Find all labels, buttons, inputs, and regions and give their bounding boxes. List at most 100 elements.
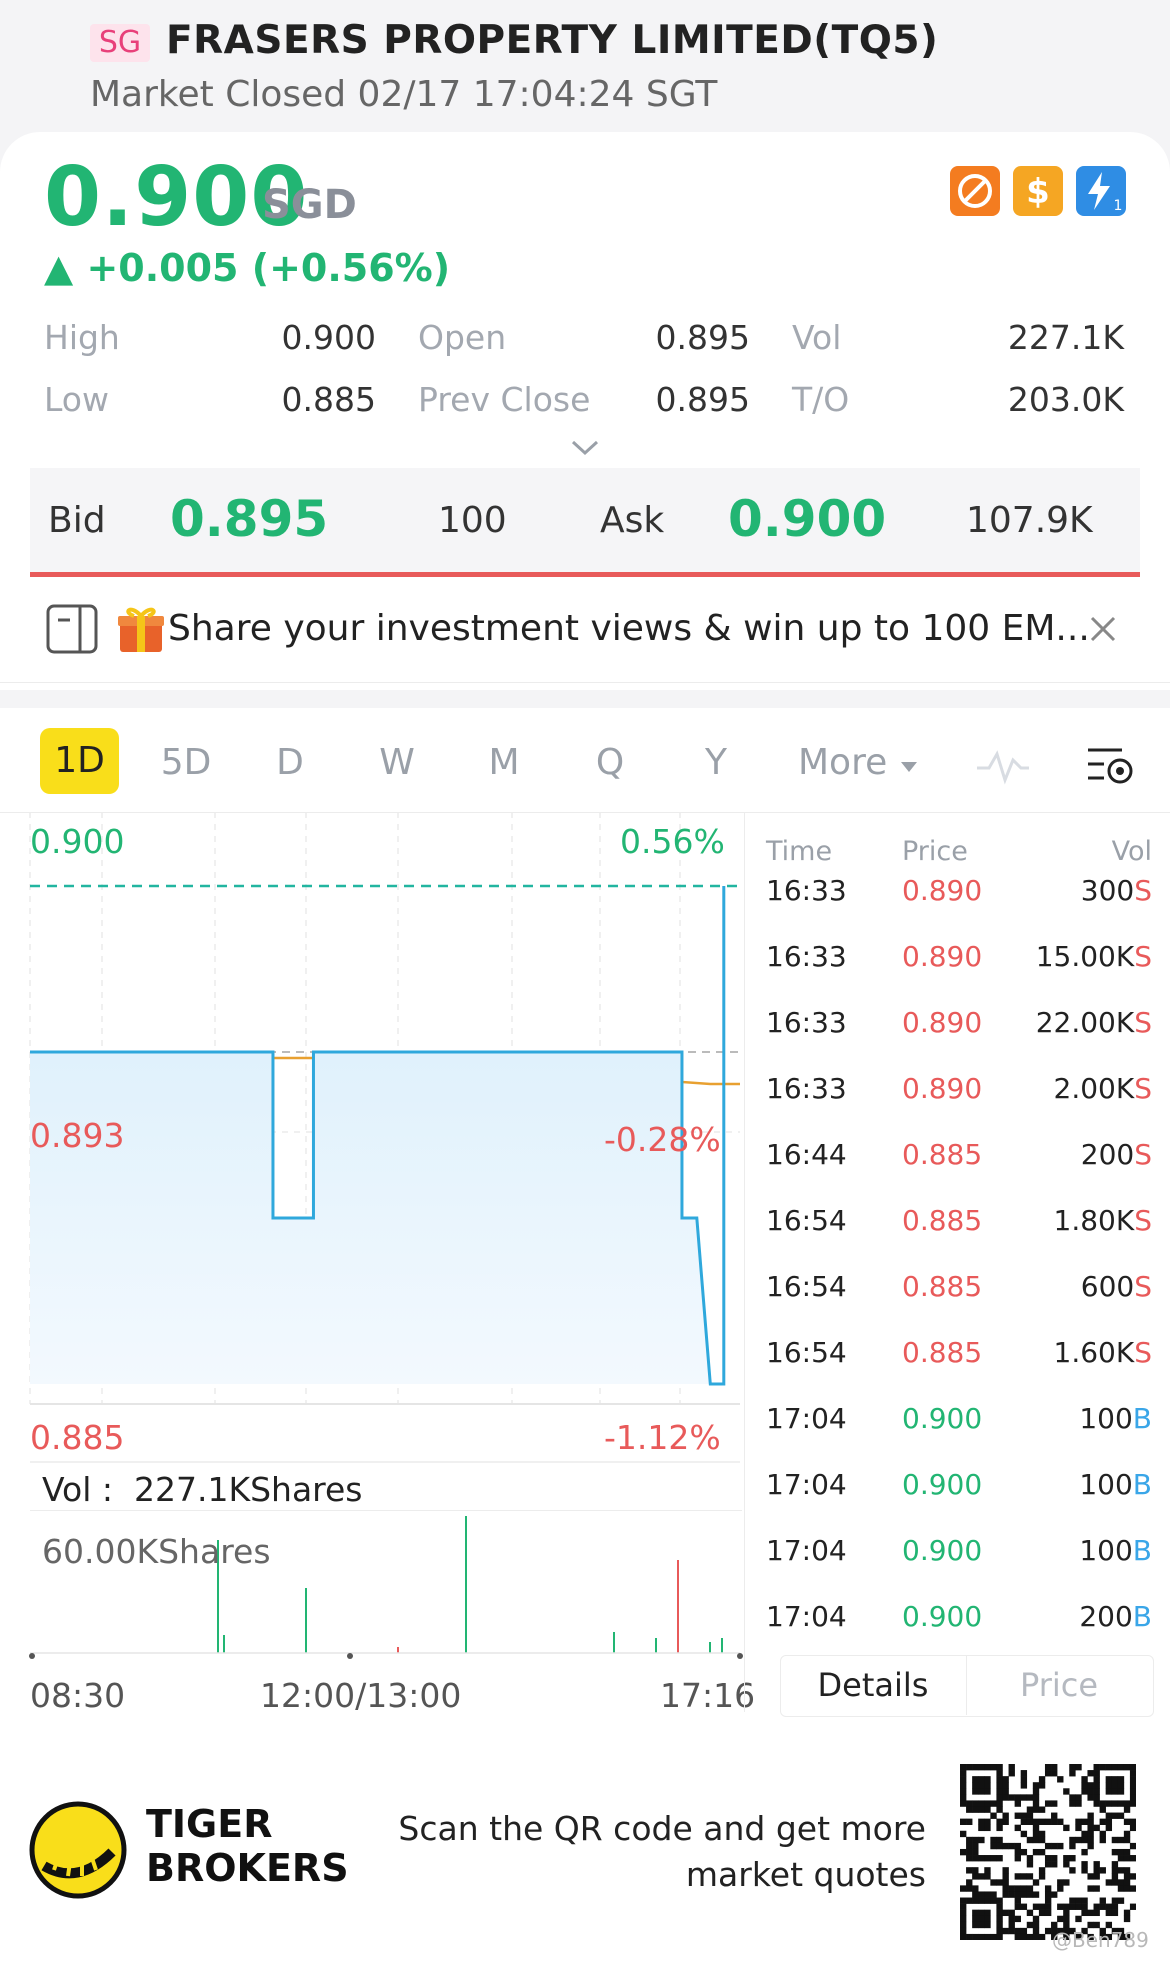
expand-chevron-icon[interactable]: [570, 438, 600, 462]
trade-volume: 1.60KS: [1000, 1336, 1153, 1369]
low-label: Low: [44, 380, 109, 419]
promo-text[interactable]: Share your investment views & win up to …: [168, 608, 1090, 649]
y-top-pct: 0.56%: [620, 822, 725, 861]
trade-side: S: [1134, 874, 1152, 907]
bid-label: Bid: [48, 500, 106, 541]
tab-m[interactable]: M: [488, 742, 520, 783]
high-value: 0.900: [281, 318, 376, 357]
svg-text:$: $: [1026, 172, 1050, 212]
trade-side: B: [1132, 1468, 1152, 1501]
tab-more[interactable]: More: [798, 742, 919, 783]
tab-price[interactable]: Price: [1019, 1666, 1099, 1704]
trade-side: B: [1132, 1534, 1152, 1567]
vol-value: 227.1K: [1007, 318, 1124, 357]
low-value: 0.885: [281, 380, 376, 419]
y-top-price: 0.900: [30, 822, 125, 861]
high-label: High: [44, 318, 120, 357]
tiger-logo-icon: [28, 1800, 128, 1904]
tab-d[interactable]: D: [276, 742, 304, 783]
watermark: @Ben789: [1052, 1928, 1149, 1952]
stock-title: FRASERS PROPERTY LIMITED(TQ5): [166, 18, 939, 63]
trade-price: 0.885: [902, 1204, 983, 1237]
tab-5d[interactable]: 5D: [160, 742, 212, 783]
trade-side: B: [1132, 1402, 1152, 1435]
trade-side: S: [1134, 1336, 1152, 1369]
prev-close-label: Prev Close: [418, 380, 591, 419]
up-arrow-icon: ▲: [44, 246, 87, 290]
tab-divider: [0, 812, 1170, 813]
tab-y[interactable]: Y: [705, 742, 727, 783]
trade-volume: 100B: [1000, 1468, 1152, 1501]
lightning-level1-icon[interactable]: 1: [1076, 166, 1126, 216]
gift-icon: [116, 604, 166, 658]
trade-price: 0.900: [902, 1534, 983, 1567]
trade-volume-value: 2.00K: [1053, 1072, 1135, 1105]
trade-price: 0.900: [902, 1600, 983, 1633]
trade-side: B: [1132, 1600, 1152, 1633]
scan-line2: market quotes: [685, 1855, 926, 1894]
x-label-close: 17:16: [660, 1676, 756, 1715]
tab-more-label: More: [798, 742, 888, 783]
promo-banner[interactable]: [0, 580, 1170, 683]
tab-1d[interactable]: 1D: [40, 728, 119, 794]
trade-price: 0.885: [902, 1138, 983, 1171]
trades-tabs: [780, 1655, 1154, 1717]
trade-time: 16:54: [766, 1204, 847, 1237]
price-change: ▲ +0.005 (+0.56%): [44, 246, 450, 290]
trade-side: S: [1134, 940, 1152, 973]
vol-label: Vol :: [42, 1470, 113, 1509]
currency: SGD: [262, 182, 357, 228]
y-mid-pct: -0.28%: [604, 1120, 721, 1159]
dropdown-caret-icon: [900, 762, 917, 772]
trade-volume-value: 600: [1080, 1270, 1135, 1303]
trade-time: 16:33: [766, 874, 847, 907]
header: [0, 0, 1170, 135]
intraday-chart[interactable]: [0, 812, 750, 1732]
trade-price: 0.900: [902, 1402, 983, 1435]
qr-code-icon[interactable]: [960, 1764, 1136, 1940]
y-bot-pct: -1.12%: [604, 1418, 721, 1457]
trade-volume: 200S: [1000, 1138, 1152, 1171]
trade-volume-value: 15.00K: [1035, 940, 1135, 973]
trade-volume: 1.80KS: [1000, 1204, 1153, 1237]
trade-volume-value: 22.00K: [1035, 1006, 1135, 1039]
trade-price: 0.890: [902, 940, 983, 973]
trade-time: 17:04: [766, 1468, 847, 1501]
ask-label: Ask: [600, 500, 665, 541]
tab-details[interactable]: Details: [780, 1655, 967, 1715]
market-status: Market Closed 02/17 17:04:24 SGT: [90, 74, 718, 115]
indicator-wave-icon[interactable]: [975, 746, 1031, 790]
trade-volume: 200B: [1000, 1600, 1152, 1633]
chart-settings-icon[interactable]: [1084, 740, 1136, 794]
trade-volume: 100B: [1000, 1402, 1152, 1435]
trade-time: 16:54: [766, 1270, 847, 1303]
dollar-icon[interactable]: $: [1013, 166, 1063, 216]
svg-text:1: 1: [1114, 198, 1123, 214]
trade-price: 0.885: [902, 1336, 983, 1369]
y-mid-price: 0.893: [30, 1116, 125, 1155]
trade-side: S: [1134, 1204, 1152, 1237]
document-icon: [46, 604, 98, 658]
trade-price: 0.890: [902, 1006, 983, 1039]
scan-line1: Scan the QR code and get more: [398, 1809, 926, 1848]
open-value: 0.895: [655, 318, 750, 357]
y-bot-price: 0.885: [30, 1418, 125, 1457]
brand-line2: BROKERS: [146, 1846, 349, 1890]
trade-volume: 22.00KS: [1000, 1006, 1152, 1039]
tab-q[interactable]: Q: [595, 742, 625, 783]
trade-volume-value: 1.60K: [1053, 1336, 1135, 1369]
change-value: +0.005 (+0.56%): [86, 246, 451, 290]
trade-side: S: [1134, 1006, 1152, 1039]
price-line: [30, 886, 726, 1386]
vol-divider: [30, 1510, 742, 1511]
trade-volume-value: 1.80K: [1053, 1204, 1135, 1237]
no-margin-icon[interactable]: [950, 166, 1000, 216]
ask-price: 0.900: [728, 490, 887, 548]
turnover-label: T/O: [792, 380, 850, 419]
brand-line1: TIGER: [146, 1802, 273, 1846]
trade-time: 16:33: [766, 1006, 847, 1039]
ask-size: 107.9K: [966, 500, 1093, 541]
trade-time: 17:04: [766, 1534, 847, 1567]
tab-w[interactable]: W: [379, 742, 415, 783]
close-icon[interactable]: [1088, 614, 1118, 648]
